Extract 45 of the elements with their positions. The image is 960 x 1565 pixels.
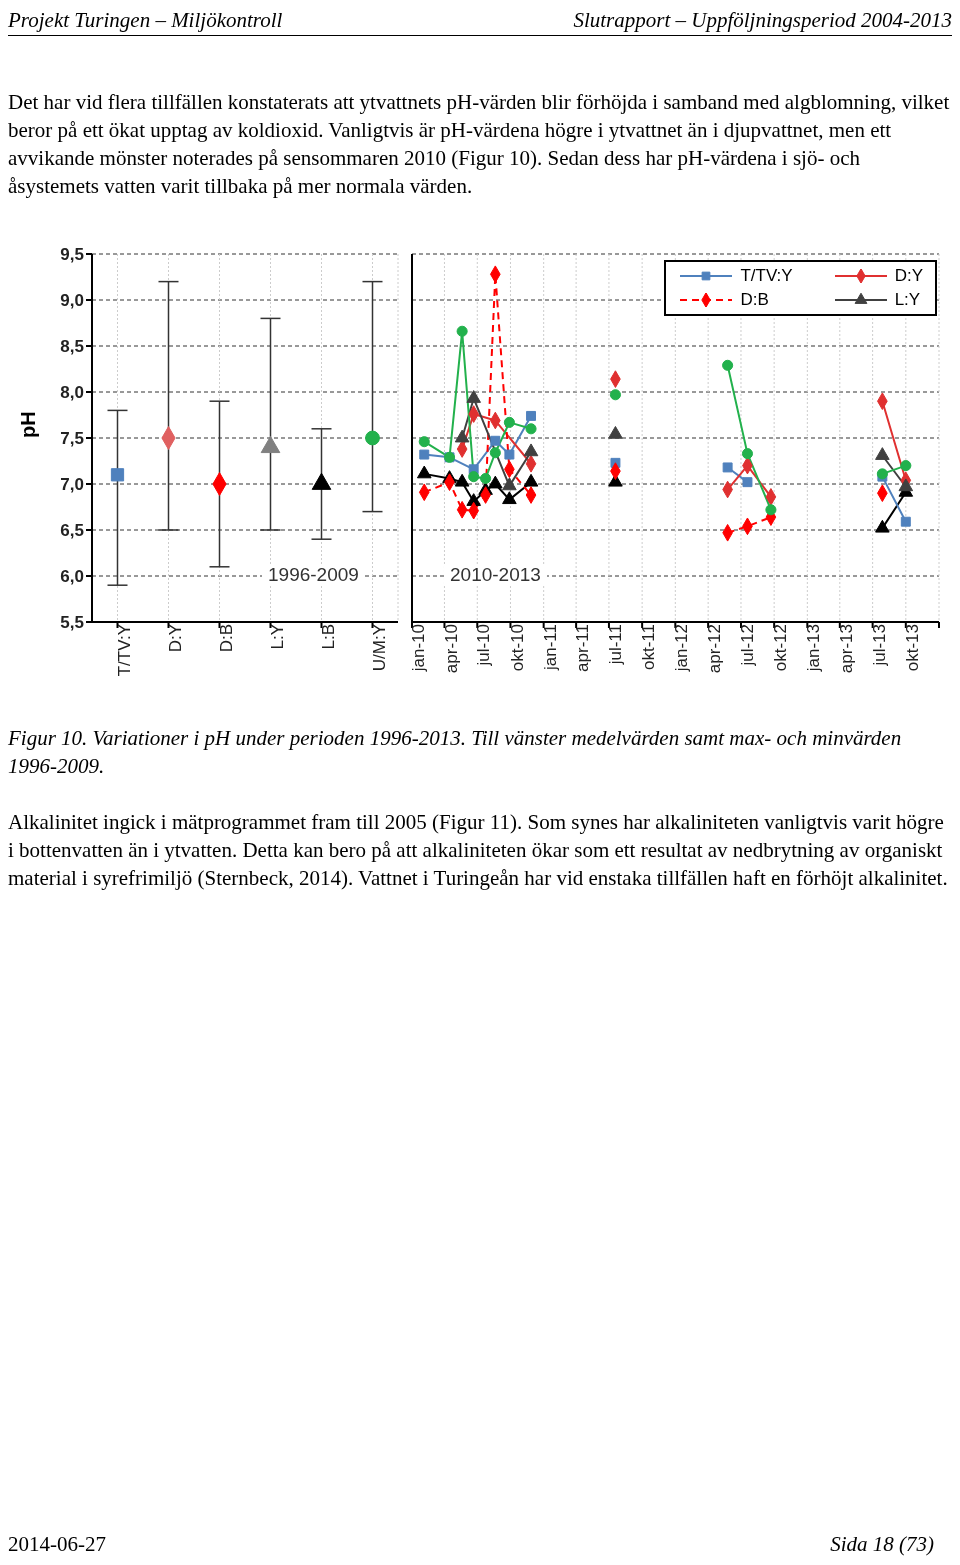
y-tick-label: 8,5 (60, 337, 84, 357)
text: Alkalinitet ingick i mätprogrammet fram till 2005 (Figur 11). Som synes har alkaliniteten vanligtvis varit högre i bottenvatten än i ytvatten. Detta kan bero på att alkaliniteten ökar som ett resultat av nedbrytning av organiskt material i syrefrimiljö (Sternbeck, 2014). Vattnet i Turingeån har vid enstaka tillfällen haft en förhöjt alkalinitet. (8, 809, 949, 892)
x-tick-label: jan-11 (540, 624, 560, 671)
y-tick-label: 6,5 (60, 521, 84, 541)
y-tick-label: 9,5 (60, 245, 84, 265)
x-tick-label: U/M:Y (369, 624, 389, 672)
x-tick-label: apr-13 (836, 624, 856, 674)
text: Projekt Turingen – Miljökontroll (8, 8, 283, 33)
x-tick-label: D:B (216, 624, 236, 653)
x-tick-label: okt-12 (771, 624, 791, 672)
text: Figur 10. Variationer i pH under perioden 1996-2013. Till vänster medelvärden samt max- och minvärden 1996-2009. (8, 725, 903, 780)
y-tick-label: 7,5 (60, 429, 84, 449)
x-tick-label: apr-11 (573, 624, 593, 672)
text: Sida 18 (73) (830, 1532, 934, 1557)
legend-label: T/TV:Y (740, 266, 793, 286)
legend-label: L:Y (894, 290, 921, 310)
annotation: 2010-2013 (444, 564, 547, 586)
y-tick-label: 7,0 (60, 475, 84, 495)
x-tick-label: jan-12 (672, 624, 692, 673)
x-tick-label: apr-12 (705, 624, 725, 674)
legend-label: D:B (740, 290, 769, 310)
x-tick-label: jan-10 (409, 624, 429, 673)
text: Det har vid flera tillfällen konstaterats att ytvattnets pH-värden blir förhöjda i samband med algblomning, vilket beror på ett ökat upptag av koldioxid. Vanligtvis är pH-värdena högre i ytvattnet än i djupvattnet, men ett avvikande mönster noterades på sensommaren 2010 (Figur 10). Sedan dess har pH-värdena i sjö- och åsystemets vatten varit tillbaka på mer normala värden. (8, 89, 951, 200)
x-tick-label: okt-10 (507, 624, 527, 672)
y-tick-label: 6,0 (60, 567, 84, 587)
y-tick-label: 5,5 (60, 613, 84, 633)
x-tick-label: okt-13 (902, 624, 922, 672)
x-tick-label: L:B (318, 624, 338, 650)
y-tick-label: 9,0 (60, 291, 84, 311)
x-tick-label: L:Y (267, 624, 287, 650)
x-tick-label: T/TV:Y (114, 624, 134, 677)
legend-label: D:Y (894, 266, 923, 286)
x-tick-label: jul-11 (606, 624, 626, 666)
x-tick-label: apr-10 (441, 624, 461, 674)
annotation: 1996-2009 (262, 564, 365, 586)
text: 2014-06-27 (8, 1532, 106, 1557)
x-tick-label: jan-13 (804, 624, 824, 673)
x-tick-label: jul-13 (869, 624, 889, 667)
text: Slutrapport – Uppföljningsperiod 2004-2013 (573, 8, 952, 33)
y-tick-label: 8,0 (60, 383, 84, 403)
x-tick-label: jul-10 (474, 624, 494, 667)
y-axis-title: pH (17, 411, 40, 438)
x-tick-label: D:Y (165, 624, 185, 653)
x-tick-label: jul-12 (738, 624, 758, 667)
x-tick-label: okt-11 (639, 624, 659, 670)
